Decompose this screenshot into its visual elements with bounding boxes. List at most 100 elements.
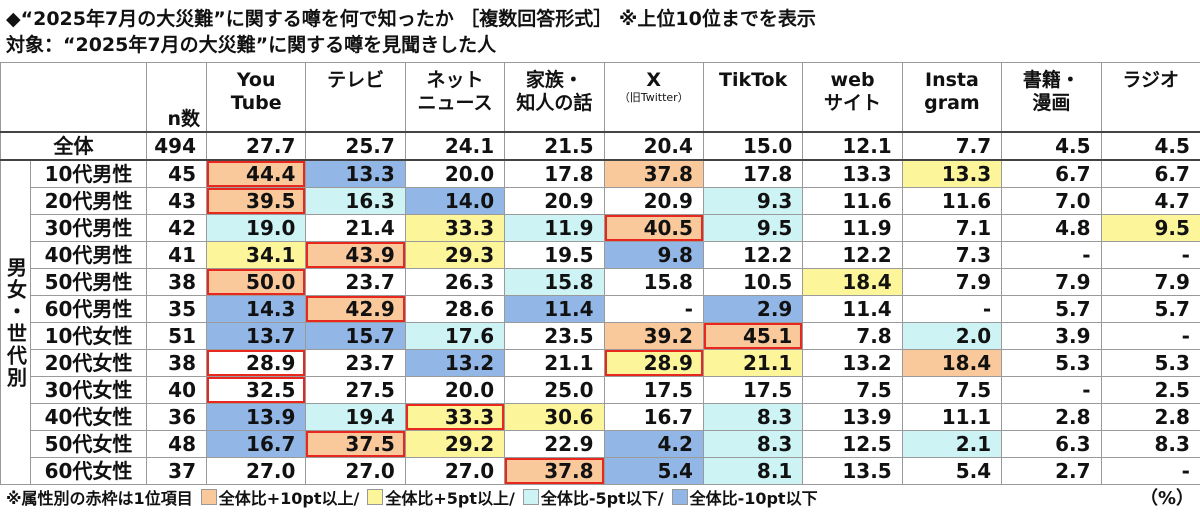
- value-cell: 9.3: [702, 187, 804, 215]
- legend-swatch: [367, 489, 384, 505]
- value-cell: 21.1: [504, 349, 605, 377]
- header-line: 書籍・: [1022, 69, 1080, 91]
- title: ◆“2025年7月の大災難”に関する噂を何で知ったか ［複数回答形式］ ※上位1…: [6, 8, 816, 30]
- value-cell: 4.5: [1100, 131, 1200, 161]
- unit-label: （%）: [1139, 488, 1194, 509]
- n-cell: 38: [146, 349, 207, 377]
- value-cell: 15.7: [305, 322, 406, 350]
- value-cell: 42.9: [305, 295, 406, 323]
- n-cell: 36: [146, 403, 207, 431]
- value-cell: 32.5: [205, 376, 307, 404]
- value-cell: 11.4: [802, 295, 903, 323]
- value-cell: 26.3: [404, 268, 506, 296]
- value-cell: 5.7: [1001, 295, 1102, 323]
- value-cell: 39.2: [603, 322, 704, 350]
- row-label: 50代女性: [30, 430, 147, 458]
- header-line: Tube: [230, 92, 282, 114]
- value-cell: 12.1: [802, 131, 903, 161]
- value-cell: 14.0: [404, 187, 506, 215]
- header-line: TikTok: [719, 69, 788, 91]
- header-row: n数 You Tube テレビ ネット ニュース 家族・ 知人の話 X （旧Twitter） Tik…: [0, 62, 1200, 133]
- value-cell: 33.3: [404, 403, 506, 431]
- header-line: 家族・: [525, 69, 583, 91]
- value-cell: 37.8: [603, 159, 704, 188]
- value-cell: 12.2: [802, 241, 903, 269]
- legend-swatch: [200, 489, 217, 505]
- value-cell: 28.9: [205, 349, 307, 377]
- n-cell: 494: [146, 131, 207, 161]
- value-cell: 10.5: [702, 268, 804, 296]
- value-cell: 13.5: [802, 457, 903, 485]
- value-cell: 20.0: [404, 159, 506, 188]
- n-cell: 35: [146, 295, 207, 323]
- value-cell: 4.7: [1100, 187, 1200, 215]
- n-cell: 38: [146, 268, 207, 296]
- value-cell: 21.5: [504, 131, 605, 161]
- value-cell: 44.4: [205, 159, 307, 188]
- legend-label: 全体比-5pt以下/: [540, 489, 664, 508]
- value-cell: 4.5: [1001, 131, 1102, 161]
- value-cell: 2.0: [901, 322, 1003, 350]
- n-cell: 37: [146, 457, 207, 485]
- value-cell: 14.3: [205, 295, 307, 323]
- value-cell: -: [603, 295, 704, 323]
- value-cell: 11.6: [802, 187, 903, 215]
- value-cell: 13.2: [404, 349, 506, 377]
- value-cell: 40.5: [603, 214, 704, 242]
- value-cell: 7.1: [901, 214, 1003, 242]
- value-cell: 17.5: [603, 376, 704, 404]
- value-cell: 21.1: [702, 349, 804, 377]
- value-cell: -: [901, 295, 1003, 323]
- value-cell: 22.9: [504, 430, 605, 458]
- value-cell: 5.4: [603, 457, 704, 485]
- row-label: 20代女性: [30, 349, 147, 377]
- n-header: n数: [146, 62, 207, 133]
- header-line: 漫画: [1032, 92, 1071, 114]
- value-cell: 19.4: [305, 403, 406, 431]
- legend-swatch: [671, 489, 688, 505]
- value-cell: 2.5: [1100, 376, 1200, 404]
- row-label: 30代男性: [30, 214, 147, 242]
- value-cell: 9.5: [702, 214, 804, 242]
- value-cell: 23.7: [305, 268, 406, 296]
- value-cell: 20.0: [404, 376, 506, 404]
- group-label: 男女・世代別: [0, 159, 31, 485]
- header-line: gram: [924, 92, 980, 114]
- value-cell: 7.0: [1001, 187, 1102, 215]
- legend-swatch: [522, 489, 539, 505]
- value-cell: 30.6: [504, 403, 605, 431]
- data-row: 男女・世代別 10代男性 45 44.4 13.3 20.0 17.8 37.8 17.8 13.…: [0, 159, 1200, 485]
- value-cell: 4.2: [603, 430, 704, 458]
- value-cell: 12.5: [802, 430, 903, 458]
- value-cell: 28.6: [404, 295, 506, 323]
- footnote: ※属性別の赤枠は1位項目: [6, 489, 193, 508]
- value-cell: 11.4: [504, 295, 605, 323]
- value-cell: 13.3: [305, 159, 406, 188]
- value-cell: 11.9: [802, 214, 903, 242]
- value-cell: 8.1: [702, 457, 804, 485]
- data-row: 20代男性 43 39.5 16.3 14.0 20.9 20.9 9.3 11.6 11.6 7.…: [1, 187, 1200, 215]
- value-cell: 19.5: [504, 241, 605, 269]
- value-cell: -: [1001, 241, 1102, 269]
- column-header: Insta gram: [901, 62, 1003, 133]
- value-cell: 4.8: [1001, 214, 1102, 242]
- value-cell: 12.2: [702, 241, 804, 269]
- value-cell: 9.5: [1100, 214, 1200, 242]
- value-cell: 6.7: [1100, 159, 1200, 188]
- data-row: 60代男性 35 14.3 42.9 28.6 11.4-2.9 11.4-5.7 5.7: [1, 295, 1200, 323]
- value-cell: 16.7: [205, 430, 307, 458]
- value-cell: 2.8: [1100, 403, 1200, 431]
- row-label: 50代男性: [30, 268, 147, 296]
- value-cell: 6.7: [1001, 159, 1102, 188]
- header-line: web: [830, 69, 875, 91]
- column-header: テレビ: [305, 62, 406, 133]
- value-cell: 37.5: [305, 430, 406, 458]
- value-cell: 13.3: [901, 159, 1003, 188]
- value-cell: 9.8: [603, 241, 704, 269]
- value-cell: 33.3: [404, 214, 506, 242]
- value-cell: 13.9: [802, 403, 903, 431]
- value-cell: 27.5: [305, 376, 406, 404]
- n-cell: 41: [146, 241, 207, 269]
- row-label: 20代男性: [30, 187, 147, 215]
